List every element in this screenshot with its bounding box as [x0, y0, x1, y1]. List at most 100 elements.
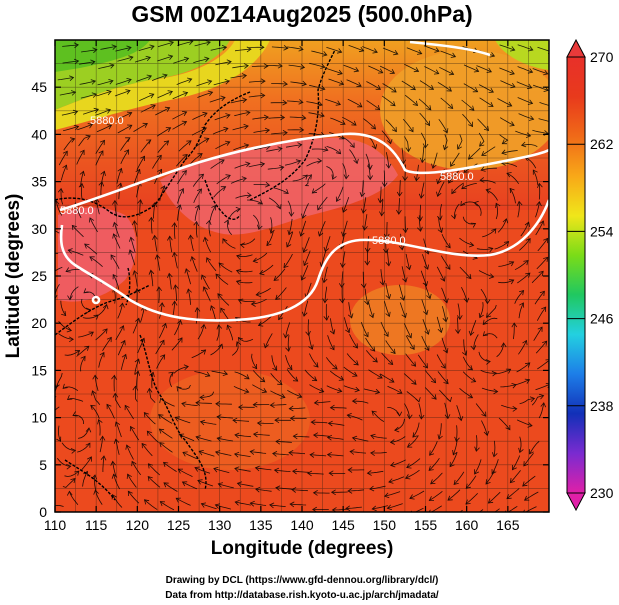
streamline-arrowhead	[56, 436, 62, 442]
streamline	[134, 220, 138, 237]
streamline	[177, 40, 193, 46]
streamline-arrowhead	[245, 110, 251, 116]
streamline	[480, 369, 497, 374]
streamline	[481, 146, 496, 156]
streamline	[115, 421, 122, 438]
streamline	[136, 181, 141, 198]
streamline-arrowhead	[235, 341, 242, 347]
streamline-arrowhead	[406, 442, 413, 448]
streamline	[127, 491, 140, 504]
streamline-arrowhead	[317, 231, 324, 237]
streamline-arrowhead	[511, 464, 517, 471]
streamline	[150, 270, 154, 287]
streamline-arrowhead	[292, 376, 299, 382]
streamline	[286, 100, 303, 103]
streamline-arrowhead	[292, 468, 298, 475]
streamline	[233, 144, 249, 151]
streamline-arrowhead	[428, 465, 434, 471]
streamline	[419, 112, 430, 126]
colorbar-tick-label: 230	[590, 485, 614, 501]
streamline-arrowhead	[285, 346, 291, 352]
streamline	[342, 220, 348, 237]
streamline-arrowhead	[234, 500, 240, 506]
streamline-arrowhead	[70, 448, 77, 454]
streamline-arrowhead	[171, 300, 178, 306]
coastlines	[55, 49, 336, 501]
streamline	[326, 146, 341, 155]
streamline	[387, 249, 390, 266]
streamline	[78, 135, 91, 147]
streamline	[370, 435, 387, 439]
streamline	[452, 439, 458, 455]
streamline-arrowhead	[202, 236, 209, 242]
streamline-arrowhead	[491, 228, 497, 234]
streamline	[64, 350, 80, 356]
streamline-arrowhead	[146, 139, 152, 145]
streamline	[381, 352, 393, 365]
coastline-korea	[204, 179, 241, 220]
streamline	[475, 435, 478, 452]
streamline	[113, 474, 120, 490]
streamline-arrowhead	[536, 201, 542, 207]
streamline	[507, 505, 518, 512]
streamline-arrowhead	[357, 102, 363, 108]
streamline-arrowhead	[148, 269, 155, 275]
streamline	[328, 78, 344, 85]
streamline	[218, 483, 234, 489]
streamline-arrowhead	[298, 45, 304, 52]
streamline	[326, 385, 342, 392]
streamline-arrowhead	[485, 479, 491, 485]
streamline	[60, 165, 67, 181]
streamline	[531, 395, 544, 406]
streamline	[228, 208, 241, 220]
streamline	[302, 203, 309, 219]
field-warm-patch-e	[350, 285, 450, 355]
streamline-arrowhead	[410, 85, 416, 91]
colorbar-tick-label: 254	[590, 223, 614, 239]
streamline-arrowhead	[434, 47, 440, 53]
streamline	[287, 46, 304, 50]
streamline	[493, 440, 496, 457]
streamline	[177, 204, 181, 221]
streamline	[287, 389, 302, 398]
streamline-arrowhead	[440, 363, 446, 369]
streamline-arrowhead	[520, 141, 527, 148]
streamline-arrowhead	[69, 75, 75, 81]
streamline	[387, 407, 400, 417]
contour-label-3: 5880.0	[372, 235, 406, 247]
streamline-arrowhead	[385, 293, 392, 300]
streamline-arrowhead	[237, 298, 244, 304]
streamline-arrowhead	[217, 482, 224, 488]
streamline	[462, 216, 476, 225]
streamline-arrowhead	[156, 286, 163, 292]
streamline	[181, 403, 198, 406]
streamline	[157, 41, 174, 48]
streamline	[283, 253, 293, 268]
streamline-arrowhead	[125, 137, 131, 143]
streamline	[309, 62, 325, 68]
streamline-arrowhead	[164, 106, 171, 112]
streamline	[236, 280, 253, 284]
streamline	[275, 487, 292, 490]
streamline-arrowhead	[317, 205, 323, 211]
streamline	[264, 333, 273, 348]
streamline-arrowhead	[90, 404, 96, 410]
streamline	[293, 435, 310, 438]
streamline	[147, 430, 159, 443]
streamline-arrowhead	[119, 325, 125, 331]
streamline-arrowhead	[182, 91, 189, 97]
streamline	[478, 351, 491, 362]
streamline-arrowhead	[226, 59, 232, 66]
streamline-arrowhead	[527, 99, 534, 105]
streamline-arrowhead	[176, 319, 183, 325]
streamline	[177, 170, 187, 185]
streamline-arrowhead	[286, 242, 292, 248]
streamline-arrowhead	[272, 451, 278, 457]
streamline-arrowhead	[98, 150, 104, 156]
streamline	[313, 434, 330, 437]
streamline-arrowhead	[470, 345, 477, 351]
streamline-arrowhead	[331, 174, 337, 180]
streamline	[524, 491, 539, 501]
streamline	[477, 118, 489, 131]
streamline-arrowhead	[461, 350, 468, 356]
